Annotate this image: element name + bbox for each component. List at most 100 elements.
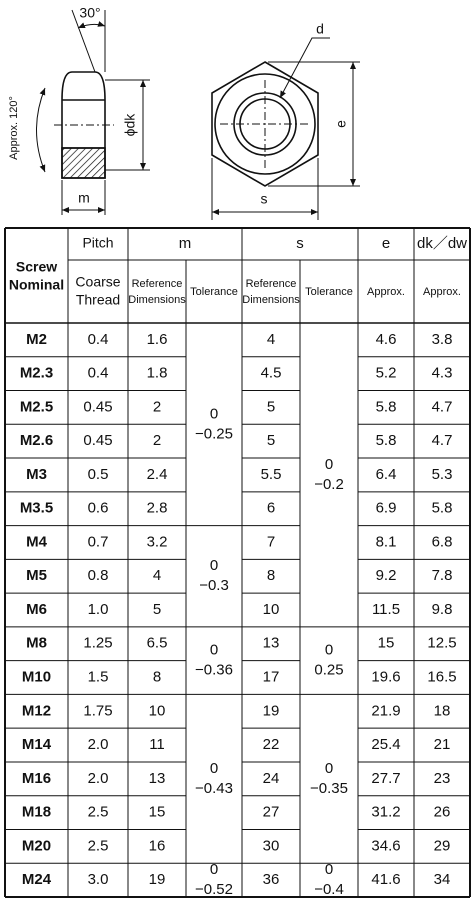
cell-text: 5.8: [376, 398, 397, 415]
cell-text: M14: [22, 736, 52, 753]
cell-text: M2: [26, 331, 47, 348]
cell-text: 13: [263, 635, 280, 652]
cell-text: 25.4: [371, 736, 400, 753]
cell-text: −0.52: [195, 881, 233, 898]
cell-text: 4.5: [261, 365, 282, 382]
s-label: s: [261, 191, 268, 207]
header-text: dk／dw: [417, 235, 467, 252]
header-text: e: [382, 235, 390, 252]
cell-text: −0.25: [195, 425, 233, 442]
cell-text: 16.5: [427, 668, 456, 685]
cell-text: 1.8: [147, 365, 168, 382]
cell-text: 2.8: [147, 500, 168, 517]
header-text: s: [296, 235, 304, 252]
cell-text: 0: [210, 642, 218, 659]
cell-text: 2: [153, 398, 161, 415]
header-text: Coarse: [75, 274, 120, 290]
cell-text: −0.3: [199, 577, 229, 594]
cell-text: 0.8: [88, 567, 109, 584]
cell-text: 41.6: [371, 871, 400, 888]
cell-text: 3.2: [147, 533, 168, 550]
table: Screw Nominal Pitch m s e dk／dw Coarse Thread Ref…: [4, 227, 471, 898]
cell-text: 16: [149, 837, 166, 854]
cell-text: 24: [263, 770, 280, 787]
cell-text: 17: [263, 668, 280, 685]
d-label: d: [316, 21, 324, 37]
cell-text: 0: [325, 760, 333, 777]
cell-text: 5: [267, 398, 275, 415]
cell-text: 4.7: [432, 398, 453, 415]
cell-text: M2.5: [20, 398, 53, 415]
cell-text: 5: [153, 601, 161, 618]
cell-text: 9.2: [376, 567, 397, 584]
angle-label: Approx. 120°: [8, 96, 20, 160]
cell-text: −0.36: [195, 662, 233, 679]
header-text: Thread: [76, 292, 120, 308]
cell-text: M3: [26, 466, 47, 483]
cell-text: 8: [153, 668, 161, 685]
cell-text: 0.4: [88, 331, 109, 348]
cell-text: 2.4: [147, 466, 168, 483]
cell-text: 0: [325, 456, 333, 473]
m-label: m: [78, 190, 90, 206]
cell-text: 34: [434, 871, 451, 888]
e-label: e: [333, 120, 349, 128]
cell-text: M4: [26, 533, 47, 550]
cell-text: 10: [263, 601, 280, 618]
header-text: Tolerance: [305, 286, 353, 298]
cell-text: 9.8: [432, 601, 453, 618]
cell-text: 5.8: [432, 500, 453, 517]
cell-text: 0.45: [83, 432, 112, 449]
cell-text: M12: [22, 702, 51, 719]
cell-text: 31.2: [371, 804, 400, 821]
cell-text: 5.3: [432, 466, 453, 483]
cell-text: 0.4: [88, 365, 109, 382]
cell-text: 8: [267, 567, 275, 584]
cell-text: 29: [434, 837, 451, 854]
cell-text: 6.8: [432, 533, 453, 550]
cell-text: 4.3: [432, 365, 453, 382]
cell-text: M10: [22, 668, 51, 685]
header-text: Approx.: [423, 286, 461, 298]
cell-text: 2: [153, 432, 161, 449]
cell-text: M8: [26, 635, 47, 652]
header-text: Nominal: [9, 277, 64, 293]
cell-text: 11.5: [372, 601, 400, 618]
cell-text: 0: [210, 557, 218, 574]
header-text: Dimensions: [242, 294, 300, 306]
cell-text: 21.9: [371, 702, 400, 719]
cell-text: 18: [434, 702, 451, 719]
side-view: [36, 9, 150, 215]
cell-text: 1.5: [88, 668, 109, 685]
cell-text: M3.5: [20, 500, 53, 517]
dk-label: ϕdk: [122, 113, 138, 137]
cell-text: 10: [149, 702, 166, 719]
cell-text: M18: [22, 804, 51, 821]
cell-text: 19: [263, 702, 280, 719]
cell-text: 5.8: [376, 432, 397, 449]
cell-text: 19: [149, 871, 166, 888]
cell-text: 2.0: [88, 736, 109, 753]
cell-text: 4: [267, 331, 275, 348]
cell-text: 2.5: [88, 837, 109, 854]
cell-text: 6.9: [376, 500, 397, 517]
header-text: Screw: [16, 259, 57, 275]
cell-text: 34.6: [371, 837, 400, 854]
cell-text: 1.75: [83, 702, 112, 719]
cell-text: 27: [263, 804, 280, 821]
cell-text: 0: [325, 861, 333, 878]
cell-text: 26: [434, 804, 451, 821]
cell-text: 8.1: [376, 533, 397, 550]
cell-text: 0: [210, 405, 218, 422]
cell-text: 4: [153, 567, 161, 584]
cell-text: 30: [263, 837, 280, 854]
header-text: Reference: [246, 278, 297, 290]
cell-text: M6: [26, 601, 47, 618]
cell-text: 4.6: [376, 331, 397, 348]
cell-text: M24: [22, 871, 52, 888]
cell-text: 13: [149, 770, 166, 787]
cell-text: 0.5: [88, 466, 109, 483]
header-text: m: [179, 235, 192, 252]
cell-text: 6.5: [147, 635, 168, 652]
